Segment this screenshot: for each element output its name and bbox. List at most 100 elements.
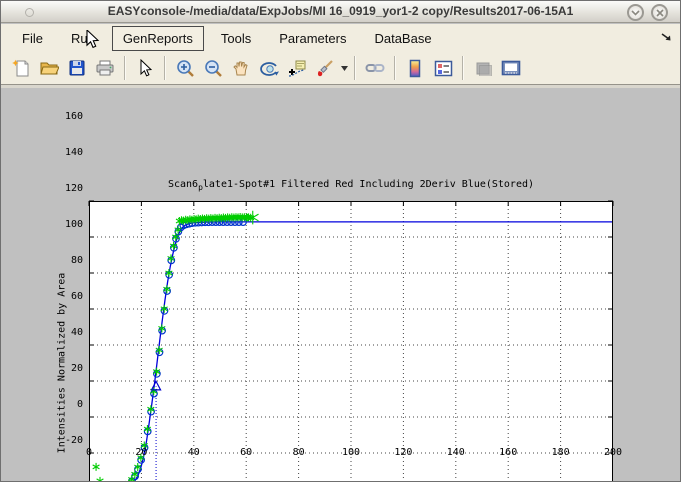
open-file-button[interactable] [36, 55, 62, 81]
x-tick-label: 180 [551, 447, 570, 458]
y-tick-label: 160 [64, 111, 83, 122]
figure-canvas[interactable]: Scan6plate1-Spot#1 Filtered Red Includin… [1, 85, 680, 481]
toolbar-separator [164, 56, 166, 80]
toolbar-separator [124, 56, 126, 80]
chevron-down-icon [631, 9, 640, 16]
asterisk-marker [131, 470, 139, 479]
zoom-out-icon [204, 59, 222, 77]
y-tick-label: -20 [64, 435, 83, 446]
chain-link-icon [365, 64, 385, 72]
asterisk-marker [140, 441, 148, 450]
asterisk-marker [160, 304, 168, 313]
y-tick-label: 40 [70, 327, 83, 338]
plot-title-rest: late1-Spot#1 Filtered Red Including 2Der… [202, 179, 535, 190]
title-bar[interactable]: EASYconsole-/media/data/ExpJobs/MI 16_09… [1, 1, 680, 23]
x-tick-label: 0 [85, 447, 93, 458]
asterisk-marker [128, 475, 136, 481]
x-tick-label: 80 [292, 447, 305, 458]
hide-plot-tools-button[interactable] [470, 55, 496, 81]
close-icon [655, 8, 664, 17]
data-cursor-button[interactable] [284, 55, 310, 81]
plot-title-prefix: Scan6 [167, 179, 199, 190]
x-tick-label: 100 [341, 447, 361, 458]
asterisk-marker [163, 285, 171, 294]
show-plot-tools-button[interactable] [498, 55, 524, 81]
plot-title: Scan6plate1-Spot#1 Filtered Red Includin… [89, 179, 613, 192]
data-cursor-icon [288, 60, 306, 77]
zoom-in-icon [176, 59, 194, 77]
shade-button[interactable] [627, 4, 644, 21]
toolbar-separator [394, 56, 396, 80]
new-document-icon [12, 59, 29, 77]
new-figure-button[interactable] [8, 55, 34, 81]
y-tick-label: 20 [70, 363, 83, 374]
x-tick-label: 120 [394, 447, 413, 458]
pointer-tool-button[interactable] [132, 55, 158, 81]
show-plot-tools-icon [501, 60, 521, 76]
y-tick-label: 0 [76, 399, 83, 410]
plot-title-subscript: p [198, 183, 203, 192]
toolbar [1, 52, 680, 85]
mouse-cursor-icon [86, 28, 101, 56]
y-tick-label: 60 [70, 291, 83, 302]
hand-icon [233, 61, 248, 76]
window-menu-icon[interactable] [25, 8, 34, 17]
insert-colorbar-button[interactable] [402, 55, 428, 81]
asterisk-marker [167, 254, 175, 263]
menu-database[interactable]: DataBase [374, 30, 432, 46]
asterisk-marker [246, 210, 259, 225]
link-plots-button[interactable] [362, 55, 388, 81]
y-tick-label: 140 [64, 147, 83, 158]
menu-parameters[interactable]: Parameters [279, 30, 347, 46]
zoom-in-button[interactable] [172, 55, 198, 81]
y-tick-label: 100 [64, 219, 83, 230]
brush-button[interactable] [312, 55, 338, 81]
print-figure-button[interactable] [92, 55, 118, 81]
pointer-arrow-icon [140, 59, 152, 77]
toolbar-separator [462, 56, 464, 80]
asterisk-marker [155, 346, 163, 355]
triangle-marker [150, 380, 162, 391]
x-tick-label: 160 [499, 447, 518, 458]
menu-genreports[interactable]: GenReports [111, 25, 204, 51]
toolbar-separator [354, 56, 356, 80]
insert-legend-button[interactable] [430, 55, 456, 81]
x-tick-label: 200 [603, 447, 623, 458]
colorbar-icon [409, 59, 421, 77]
asterisk-marker [147, 405, 155, 414]
asterisk-marker [169, 242, 178, 250]
hide-plot-tools-icon [476, 62, 492, 76]
x-tick-label: 20 [135, 447, 148, 458]
brush-icon [317, 59, 333, 76]
asterisk-marker [172, 233, 180, 241]
rotate-3d-icon [259, 61, 279, 76]
menu-overflow-icon[interactable] [661, 30, 672, 45]
printer-icon [96, 60, 114, 76]
y-tick-label: 120 [64, 183, 83, 194]
save-floppy-icon [69, 60, 85, 76]
brush-dropdown-icon[interactable] [339, 55, 349, 81]
open-folder-icon [40, 62, 59, 75]
plot-svg [88, 200, 614, 481]
save-figure-button[interactable] [64, 55, 90, 81]
asterisk-marker [152, 367, 161, 376]
asterisk-marker [96, 476, 104, 481]
asterisk-marker [92, 462, 100, 471]
x-tick-label: 140 [446, 447, 465, 458]
asterisk-marker [158, 324, 166, 333]
close-button[interactable] [651, 4, 668, 21]
asterisk-marker [174, 225, 182, 234]
x-tick-label: 40 [187, 447, 200, 458]
menu-file[interactable]: File [22, 30, 43, 46]
asterisk-marker [165, 269, 173, 277]
rotate-3d-button[interactable] [256, 55, 282, 81]
plot-axes[interactable] [88, 200, 614, 481]
zoom-out-button[interactable] [200, 55, 226, 81]
legend-icon [434, 60, 452, 76]
menu-tools[interactable]: Tools [220, 30, 252, 46]
asterisk-marker [143, 425, 152, 434]
asterisk-marker [134, 463, 142, 472]
y-tick-label: 80 [70, 255, 83, 266]
pan-button[interactable] [228, 55, 254, 81]
